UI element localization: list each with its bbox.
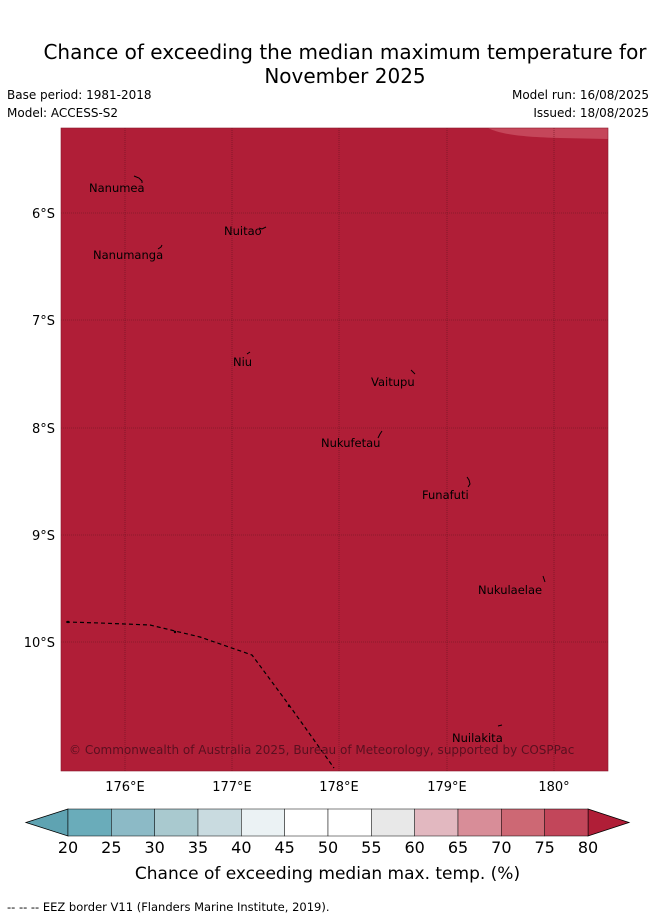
colorbar-swatch [544, 808, 589, 837]
island-label: Vaitupu [371, 375, 415, 389]
island-coastline [542, 575, 546, 583]
colorbar-tick-label: 55 [361, 838, 381, 857]
colorbar-tick-label: 20 [58, 838, 78, 857]
eez-point [287, 704, 291, 708]
chart-title: Chance of exceeding the median maximum t… [0, 40, 655, 88]
island-coastline [246, 351, 251, 355]
island-coastline [466, 476, 471, 488]
colorbar-tick-label: 45 [274, 838, 294, 857]
colorbar-over-extension [587, 808, 631, 837]
eez-footnote: -- -- -- EEZ border V11 (Flanders Marine… [7, 900, 330, 914]
colorbar-tick-label: 80 [578, 838, 598, 857]
lat-label: 6°S [32, 207, 55, 222]
map-frame [60, 127, 609, 772]
colorbar-swatch [284, 808, 329, 837]
island-coastline [157, 244, 163, 250]
lon-label: 177°E [212, 780, 252, 795]
eez-point [173, 630, 177, 634]
colorbar-swatch [67, 808, 112, 837]
island-label: Nuitao [224, 224, 262, 238]
colorbar-label: Chance of exceeding median max. temp. (%… [134, 864, 521, 884]
model-run: Model run: 16/08/2025 [511, 88, 649, 102]
island-label: Nukufetau [321, 436, 380, 450]
lat-label: 8°S [32, 422, 55, 437]
issued-date: Issued: 18/08/2025 [533, 106, 649, 120]
lat-label: 10°S [24, 636, 55, 651]
island-coastline [410, 369, 416, 375]
lon-label: 178°E [319, 780, 359, 795]
colorbar-swatch [327, 808, 372, 837]
colorbar-tick-label: 35 [188, 838, 208, 857]
island-label: Nukulaelae [478, 583, 542, 597]
island-label: Niu [233, 355, 252, 369]
island-coastline [377, 430, 383, 439]
colorbar-swatch [414, 808, 459, 837]
colorbar-tick-label: 70 [491, 838, 511, 857]
island-coastline [133, 175, 143, 183]
lon-label: 179°E [427, 780, 467, 795]
colorbar-tick-label: 40 [231, 838, 251, 857]
island-label: Nanumea [89, 181, 145, 195]
lat-label: 9°S [32, 529, 55, 544]
island-label: Nanumanga [93, 248, 163, 262]
lat-label: 7°S [32, 314, 55, 329]
colorbar: 20 25 30 35 40 45 50 55 60 65 70 75 80 [24, 808, 631, 857]
island-coastline [258, 226, 267, 230]
colorbar-tick-label: 30 [144, 838, 164, 857]
lon-label: 176°E [105, 780, 145, 795]
model-name: Model: ACCESS-S2 [7, 106, 119, 120]
colorbar-under-extension [24, 808, 69, 837]
colorbar-swatch [501, 808, 545, 837]
title-line-1: Chance of exceeding the median maximum t… [43, 40, 647, 64]
island-coastline [497, 724, 503, 727]
lon-label: 180° [538, 780, 569, 795]
colorbar-swatch [111, 808, 155, 837]
colorbar-tick-label: 75 [534, 838, 554, 857]
colorbar-tick-label: 65 [448, 838, 468, 857]
title-line-2: November 2025 [264, 64, 426, 88]
map-background [61, 128, 608, 771]
map-panel: 6°S 7°S 8°S 9°S 10°S 176°E 177°E 178°E 179°E 180°… [24, 127, 609, 795]
eez-point [66, 620, 70, 624]
copyright-notice: © Commonwealth of Australia 2025, Bureau… [69, 743, 574, 757]
island-label: Nuilakita [452, 731, 503, 745]
colorbar-swatch [197, 808, 242, 837]
colorbar-tick-label: 60 [404, 838, 424, 857]
island-label: Funafuti [422, 488, 469, 502]
colorbar-swatch [154, 808, 199, 837]
colorbar-tick-label: 50 [318, 838, 338, 857]
colorbar-tick-label: 25 [101, 838, 121, 857]
higher-probability-patch [488, 128, 608, 139]
colorbar-swatch [371, 808, 415, 837]
colorbar-swatch [457, 808, 502, 837]
base-period: Base period: 1981-2018 [7, 88, 152, 102]
colorbar-swatch [241, 808, 285, 837]
